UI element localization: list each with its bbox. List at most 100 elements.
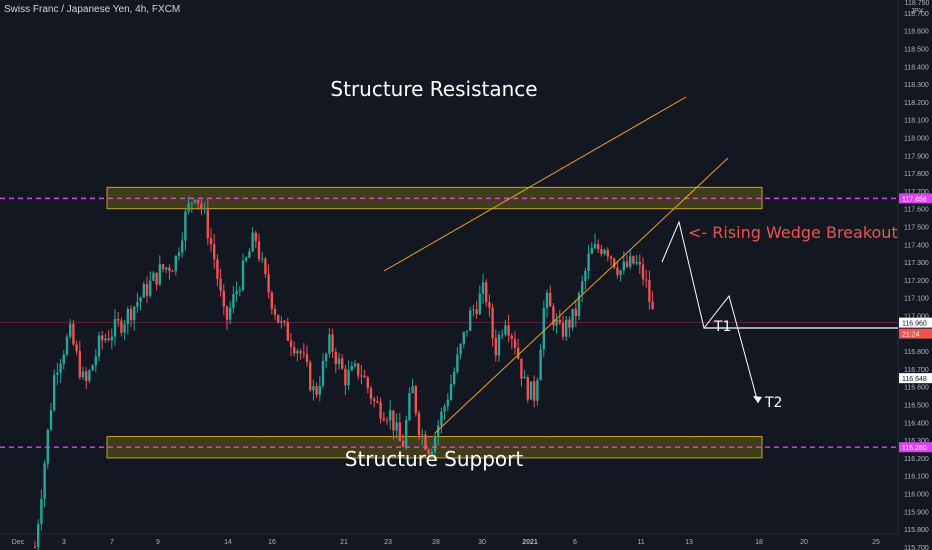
time-tick-label: 28	[432, 539, 440, 546]
candle-body	[101, 335, 104, 341]
price-tick-label: 116.300	[904, 438, 929, 445]
candle-body	[545, 292, 549, 309]
candle-body	[97, 335, 101, 357]
candle-body	[187, 203, 190, 212]
price-tick-label: 115.900	[904, 509, 929, 516]
candle-body	[72, 323, 75, 345]
candle-body	[357, 363, 360, 376]
price-tick-label: 118.600	[904, 29, 929, 36]
candle-body	[363, 375, 366, 378]
time-tick-label: 14	[224, 539, 232, 546]
price-tick-label: 115.700	[904, 545, 929, 550]
candle-body	[136, 302, 139, 307]
candle-body	[459, 344, 462, 355]
price-tick-label: 118.100	[904, 118, 929, 125]
projection-arrowhead	[753, 396, 762, 403]
candle-body	[571, 308, 574, 328]
candle-body	[481, 282, 485, 294]
time-tick-label: 30	[478, 539, 486, 546]
candle-body	[273, 308, 277, 315]
candle-body	[395, 422, 398, 431]
t1-price-badge: 116.648	[902, 376, 927, 383]
candle-body	[622, 261, 625, 271]
candle-body	[424, 434, 427, 450]
time-tick-label: 21	[340, 539, 348, 546]
candle-body	[405, 420, 408, 447]
candle-body	[142, 284, 145, 298]
candle-body	[334, 351, 337, 364]
price-tick-label: 118.400	[904, 64, 929, 71]
candle-body	[539, 349, 542, 381]
candle-body	[629, 256, 632, 267]
currency-code: JPY	[910, 8, 924, 15]
candle-body	[641, 264, 645, 280]
candle-body	[491, 307, 494, 338]
candle-body	[449, 383, 453, 400]
candle-body	[59, 363, 62, 373]
candle-body	[280, 321, 283, 323]
countdown-badge-bg	[899, 328, 932, 339]
price-tick-label: 116.200	[904, 456, 929, 463]
candle-body	[408, 393, 411, 421]
candle-body	[174, 255, 177, 272]
candle-body	[616, 267, 619, 276]
candle-body	[504, 325, 507, 335]
support-label: Structure Support	[345, 447, 524, 471]
candle-body	[552, 306, 555, 326]
candle-body	[549, 292, 552, 307]
candle-body	[94, 356, 97, 366]
price-tick-label: 117.900	[904, 153, 929, 160]
candle-body	[222, 290, 225, 307]
candle-body	[321, 360, 325, 386]
candle-body	[421, 434, 424, 436]
current-price-badge-bg	[899, 317, 932, 328]
candle-body	[149, 280, 152, 296]
price-tick-label: 118.700	[904, 11, 929, 18]
candle-body	[299, 350, 302, 354]
candle-body	[117, 318, 120, 321]
candle-body	[88, 370, 91, 381]
candle-body	[113, 318, 117, 337]
candle-body	[430, 451, 433, 455]
candle-body	[120, 320, 123, 333]
candle-body	[302, 353, 305, 355]
price-tick-label: 116.000	[904, 492, 929, 499]
candle-body	[110, 336, 113, 341]
time-tick-label: 7	[110, 539, 114, 546]
candle-body	[526, 377, 529, 400]
candle-body	[56, 372, 59, 375]
price-tick-label: 117.300	[904, 260, 929, 267]
candle-body	[49, 410, 53, 430]
candle-body	[104, 338, 107, 341]
candle-body	[158, 264, 161, 285]
price-tick-label: 117.200	[904, 278, 929, 285]
time-tick-label: 20	[800, 539, 808, 546]
candle-body	[597, 244, 600, 249]
candle-body	[590, 248, 593, 254]
candle-body	[69, 323, 72, 337]
candle-body	[392, 410, 395, 431]
candle-body	[593, 244, 597, 249]
candle-body	[43, 463, 46, 499]
candle-body	[177, 252, 181, 256]
candle-body	[216, 259, 219, 279]
candle-body	[536, 380, 539, 401]
candle-body	[161, 264, 165, 270]
candle-body	[331, 334, 334, 352]
price-tick-label: 118.500	[904, 47, 929, 54]
candle-body	[453, 371, 456, 384]
price-tick-label: 116.100	[904, 474, 929, 481]
wedge-lower-line	[434, 157, 729, 434]
candle-body	[411, 386, 414, 394]
candle-body	[523, 377, 526, 379]
candle-body	[209, 238, 213, 245]
candle-body	[296, 350, 299, 354]
price-tick-label: 117.800	[904, 171, 929, 178]
candle-body	[229, 307, 232, 320]
time-tick-label: 13	[685, 539, 693, 546]
candle-body	[344, 368, 347, 386]
support-price-badge: 116.260	[902, 445, 927, 452]
breakout-label: <- Rising Wedge Breakout	[688, 223, 898, 242]
candle-body	[219, 278, 222, 291]
